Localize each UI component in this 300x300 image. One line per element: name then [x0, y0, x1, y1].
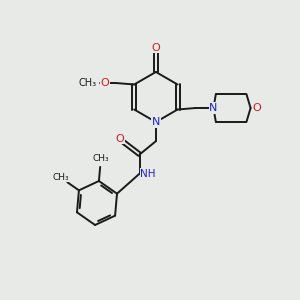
Text: N: N — [209, 103, 218, 113]
Text: N: N — [152, 117, 160, 127]
Text: CH₃: CH₃ — [79, 78, 97, 88]
Text: O: O — [116, 134, 124, 143]
Text: CH₃: CH₃ — [52, 173, 69, 182]
Text: NH: NH — [140, 169, 156, 178]
Text: CH₃: CH₃ — [93, 154, 109, 163]
Text: O: O — [253, 103, 261, 113]
Text: O: O — [101, 78, 110, 88]
Text: O: O — [152, 43, 160, 52]
